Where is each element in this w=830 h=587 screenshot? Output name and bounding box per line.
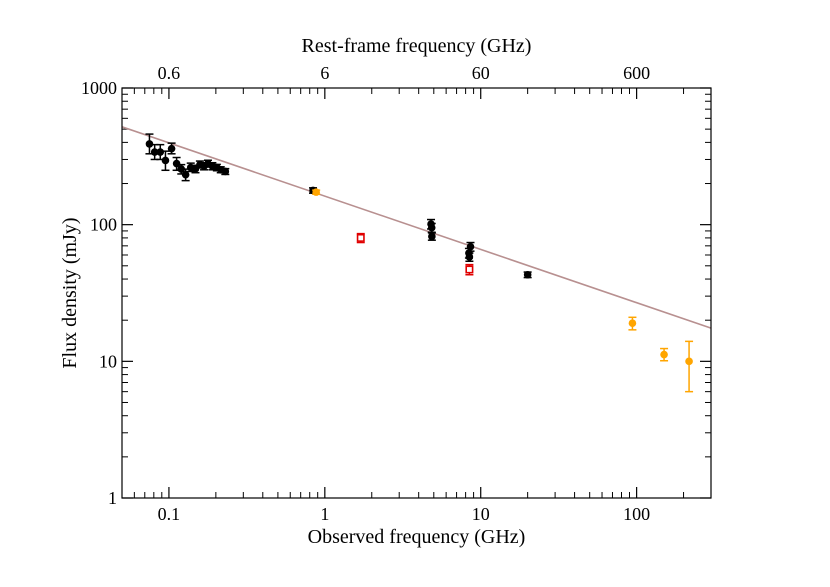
black-data-point bbox=[167, 142, 176, 155]
x-tick-label: 100 bbox=[623, 504, 650, 524]
marker bbox=[466, 242, 475, 251]
marker bbox=[465, 253, 474, 261]
marker bbox=[427, 223, 436, 232]
x2-tick-label: 60 bbox=[472, 63, 490, 83]
orange-data-point bbox=[685, 340, 694, 393]
orange-data-point bbox=[660, 347, 669, 362]
marker bbox=[150, 148, 159, 156]
marker bbox=[161, 156, 170, 165]
marker bbox=[221, 167, 230, 176]
black-data-point bbox=[466, 241, 475, 252]
black-data-point bbox=[427, 232, 436, 241]
y-tick-label: 1000 bbox=[81, 78, 117, 98]
marker bbox=[145, 140, 154, 148]
top-axis-label: Rest-frame frequency (GHz) bbox=[302, 35, 532, 57]
y-tick-label: 10 bbox=[99, 351, 117, 371]
marker bbox=[428, 232, 436, 241]
black-data-point bbox=[161, 150, 170, 172]
x-tick-label: 10 bbox=[472, 504, 490, 524]
black-data-point bbox=[221, 167, 230, 176]
black-data-point bbox=[156, 143, 165, 161]
major-ticks bbox=[122, 87, 711, 499]
y-axis-label: Flux density (mJy) bbox=[59, 217, 81, 368]
x2-tick-label: 6 bbox=[320, 63, 329, 83]
marker bbox=[523, 270, 532, 279]
data-points bbox=[145, 133, 694, 393]
marker bbox=[356, 233, 365, 242]
marker bbox=[156, 148, 165, 156]
black-data-point bbox=[523, 270, 532, 279]
marker bbox=[685, 357, 693, 366]
y-tick-label: 1 bbox=[108, 488, 117, 508]
x-tick-label: 1 bbox=[320, 504, 329, 524]
marker bbox=[167, 144, 176, 153]
x2-tick-label: 600 bbox=[623, 63, 650, 83]
marker bbox=[312, 188, 320, 196]
marker bbox=[172, 159, 181, 168]
x2-tick-label: 0.6 bbox=[158, 63, 181, 83]
marker bbox=[628, 319, 637, 328]
marker bbox=[181, 170, 190, 179]
marker bbox=[465, 265, 474, 274]
orange-data-point bbox=[312, 188, 321, 196]
orange-data-point bbox=[628, 316, 637, 331]
minor-ticks bbox=[121, 88, 712, 498]
tick-labels: 0.1 1 10 100 0.6 6 60 600 1 10 100 1000 bbox=[81, 63, 650, 524]
red-data-point bbox=[356, 232, 365, 244]
red-data-point bbox=[465, 263, 474, 276]
y-tick-label: 100 bbox=[90, 215, 117, 235]
plot-frame bbox=[121, 87, 712, 499]
power-law-fit-line bbox=[121, 126, 712, 329]
x-axis-label: Observed frequency (GHz) bbox=[308, 526, 526, 548]
x-tick-label: 0.1 bbox=[158, 504, 181, 524]
black-data-point bbox=[465, 252, 474, 262]
black-data-point bbox=[145, 133, 154, 155]
marker bbox=[177, 165, 186, 173]
marker bbox=[660, 350, 668, 359]
